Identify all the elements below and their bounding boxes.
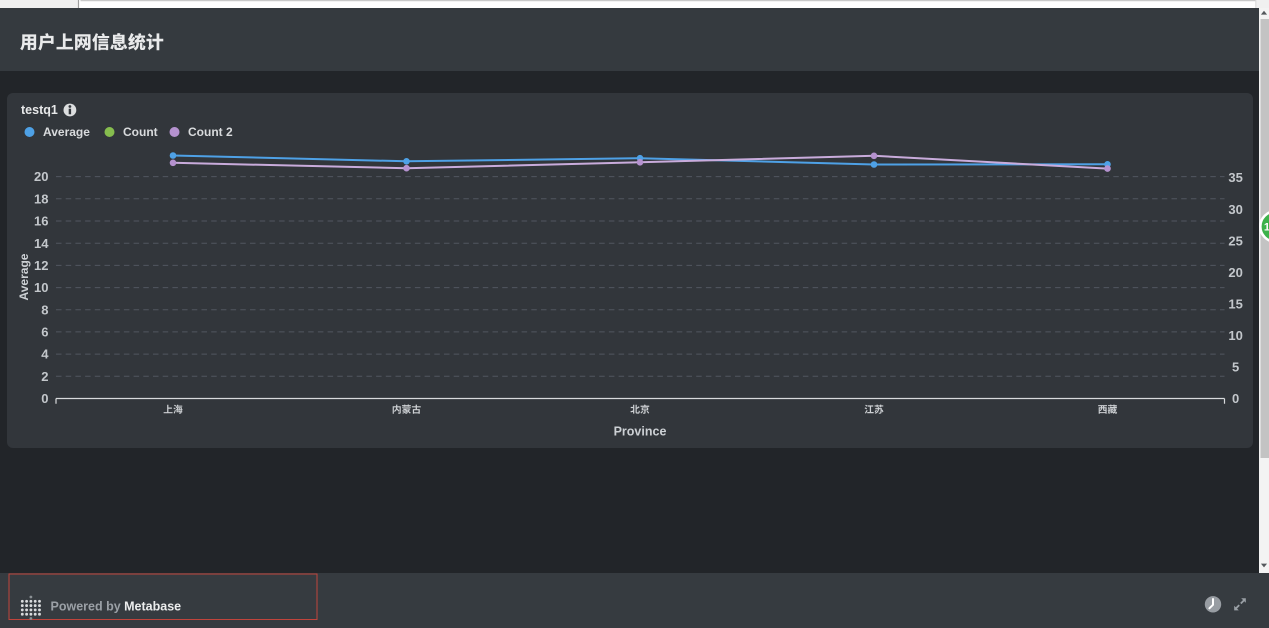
svg-text:35: 35 bbox=[1228, 170, 1242, 185]
svg-text:5: 5 bbox=[1232, 360, 1239, 375]
svg-text:20: 20 bbox=[34, 169, 48, 184]
svg-text:16: 16 bbox=[34, 214, 48, 229]
svg-text:Count 2: Count 2 bbox=[188, 125, 233, 139]
svg-text:8: 8 bbox=[41, 302, 48, 317]
svg-text:Count: Count bbox=[123, 125, 158, 139]
svg-text:14: 14 bbox=[34, 236, 49, 251]
svg-text:10: 10 bbox=[1228, 328, 1242, 343]
svg-text:Average: Average bbox=[43, 125, 90, 139]
svg-text:25: 25 bbox=[1228, 233, 1242, 248]
svg-text:0: 0 bbox=[1232, 391, 1239, 406]
svg-text:0: 0 bbox=[41, 391, 48, 406]
svg-text:6: 6 bbox=[41, 325, 48, 340]
svg-text:12: 12 bbox=[34, 258, 48, 273]
svg-text:30: 30 bbox=[1228, 202, 1242, 217]
svg-text:Province: Province bbox=[614, 425, 667, 439]
svg-text:Average: Average bbox=[17, 253, 31, 300]
svg-text:Powered by Metabase: Powered by Metabase bbox=[51, 600, 182, 614]
svg-text:15: 15 bbox=[1228, 296, 1242, 311]
svg-text:2: 2 bbox=[41, 369, 48, 384]
svg-text:1: 1 bbox=[1264, 221, 1269, 233]
svg-text:10: 10 bbox=[34, 280, 48, 295]
svg-text:4: 4 bbox=[41, 347, 49, 362]
svg-text:20: 20 bbox=[1228, 265, 1242, 280]
svg-text:testq1: testq1 bbox=[21, 103, 58, 117]
svg-text:18: 18 bbox=[34, 191, 48, 206]
